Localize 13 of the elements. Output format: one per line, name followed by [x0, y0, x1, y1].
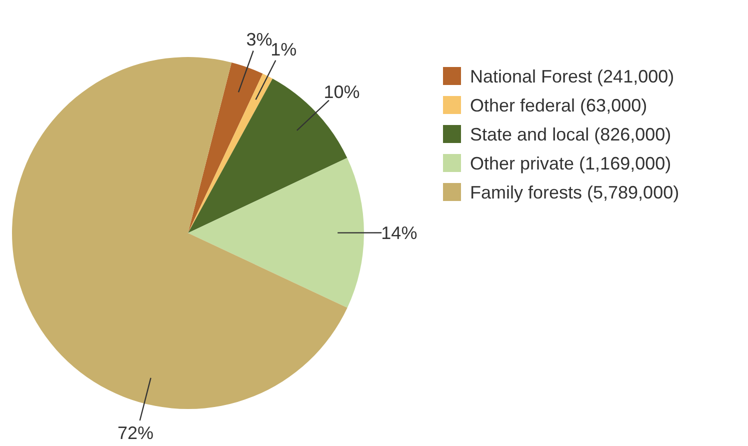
data-label: 3% — [246, 29, 272, 50]
pie-slice — [188, 158, 364, 308]
legend-label: National Forest (241,000) — [470, 66, 674, 86]
legend-label: State and local (826,000) — [470, 124, 672, 144]
legend-label: Other private (1,169,000) — [470, 153, 672, 174]
data-label: 72% — [117, 422, 154, 443]
data-label: 14% — [381, 223, 418, 244]
data-label: 10% — [324, 82, 360, 102]
pie-slice — [188, 62, 263, 233]
legend-label: Other federal (63,000) — [470, 95, 648, 116]
data-label: 1% — [270, 40, 297, 60]
pie-slice — [188, 74, 273, 233]
legend-label: Family forests (5,789,000) — [470, 182, 680, 202]
